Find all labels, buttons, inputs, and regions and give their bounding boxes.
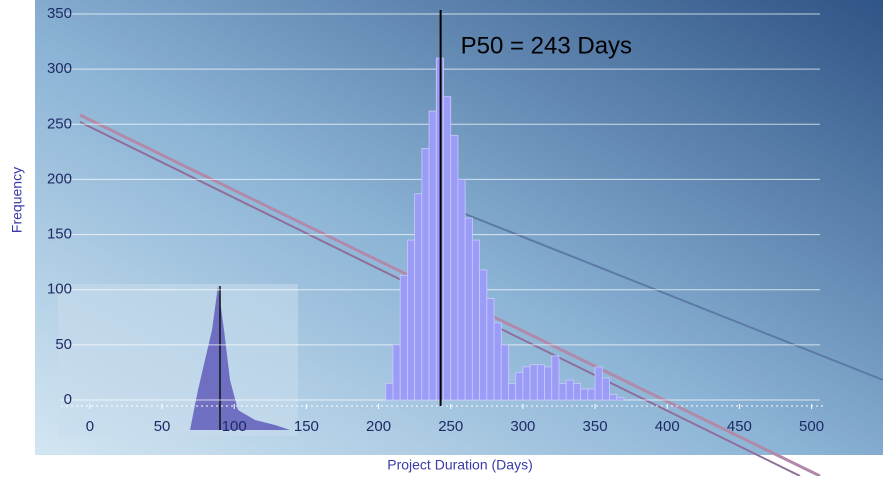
bar [515,372,524,401]
y-tick-label: 150 [47,226,72,243]
bar [443,96,452,401]
bar [450,134,459,401]
y-tick-label: 350 [47,5,72,22]
p50-label: P50 = 243 Days [461,32,632,59]
x-tick-label: 0 [86,418,94,435]
x-tick-label: 250 [438,418,463,435]
y-tick-label: 0 [64,391,72,408]
bar [428,110,437,401]
bar [500,344,509,401]
bar [551,355,560,401]
bar [616,397,625,401]
inset-picture [58,284,298,436]
bar [486,298,495,401]
bar [385,383,394,401]
bar [565,379,574,401]
x-tick-label: 350 [583,418,608,435]
bar [594,366,603,401]
x-tick-label: 500 [799,418,824,435]
bar [573,383,582,401]
bar [609,394,618,401]
bar [464,217,473,401]
y-tick-label: 100 [47,281,72,298]
bar [399,274,408,401]
y-tick-label: 200 [47,170,72,187]
x-tick-label: 100 [222,418,247,435]
x-tick-label: 200 [366,418,391,435]
bar [587,388,596,401]
bar [558,383,567,401]
bar [414,193,423,401]
x-axis-label: Project Duration (Days) [387,457,533,473]
bar [407,239,416,401]
x-tick-label: 300 [510,418,535,435]
y-tick-label: 50 [55,336,72,353]
bar [421,148,430,401]
bar [601,377,610,401]
bar [508,383,517,401]
bar [479,269,488,401]
bar [522,366,531,401]
y-tick-label: 300 [47,60,72,77]
bar [529,364,538,401]
bar [471,239,480,401]
bar [580,388,589,401]
bar [457,179,466,401]
bar [536,364,545,401]
inset-panel [58,284,298,436]
bar [493,322,502,401]
x-tick-label: 50 [154,418,171,435]
bar [392,344,401,401]
x-tick-label: 450 [727,418,752,435]
y-tick-label: 250 [47,115,72,132]
inset-shape [190,286,290,430]
x-tick-label: 150 [294,418,319,435]
y-axis-label: Frequency [9,167,25,233]
x-tick-label: 400 [655,418,680,435]
bar [544,366,553,401]
